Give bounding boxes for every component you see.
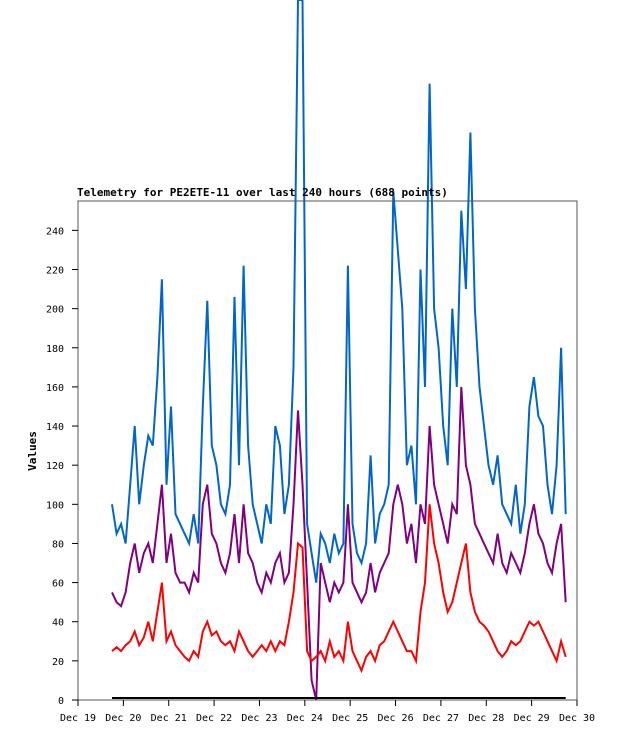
x-tick-label: Dec 19 (60, 713, 96, 724)
y-tick-label: 100 (46, 500, 64, 511)
x-tick-label: Dec 21 (151, 713, 187, 724)
x-tick-label: Dec 29 (514, 713, 550, 724)
axes-layer: Dec 19 Dec 20 Dec 21 Dec 22 Dec 23 Dec 24 Dec … (46, 226, 595, 724)
y-tick-label: 140 (46, 422, 64, 433)
y-tick-label: 40 (52, 618, 64, 629)
series-line-blue (111, 0, 567, 583)
y-tick-label: 60 (52, 579, 64, 590)
x-tick-label: Dec 22 (196, 713, 232, 724)
y-tick-label: 80 (52, 539, 64, 550)
x-tick-label: Dec 25 (332, 713, 368, 724)
x-tick-label: Dec 24 (287, 713, 323, 724)
y-tick-label: 240 (46, 226, 64, 237)
series-layer (111, 0, 567, 701)
chart-title: Telemetry for PE2ETE-11 over last 240 ho… (77, 186, 448, 199)
x-tick-label: Dec 20 (105, 713, 141, 724)
y-tick-label: 0 (58, 696, 64, 707)
series-line-red (111, 504, 567, 674)
y-tick-label: 160 (46, 383, 64, 394)
y-tick-label: 120 (46, 461, 64, 472)
y-tick-label: 180 (46, 344, 64, 355)
y-axis-label: Values (26, 431, 39, 471)
y-tick-label: 200 (46, 305, 64, 316)
series-line-purple (111, 386, 567, 701)
plot-frame (77, 200, 578, 701)
x-tick-label: Dec 27 (423, 713, 459, 724)
x-tick-label: Dec 30 (559, 713, 595, 724)
y-tick-label: 20 (52, 657, 64, 668)
y-tick-label: 220 (46, 265, 64, 276)
x-tick-label: Dec 23 (241, 713, 277, 724)
x-tick-label: Dec 28 (468, 713, 504, 724)
x-tick-label: Dec 26 (377, 713, 413, 724)
